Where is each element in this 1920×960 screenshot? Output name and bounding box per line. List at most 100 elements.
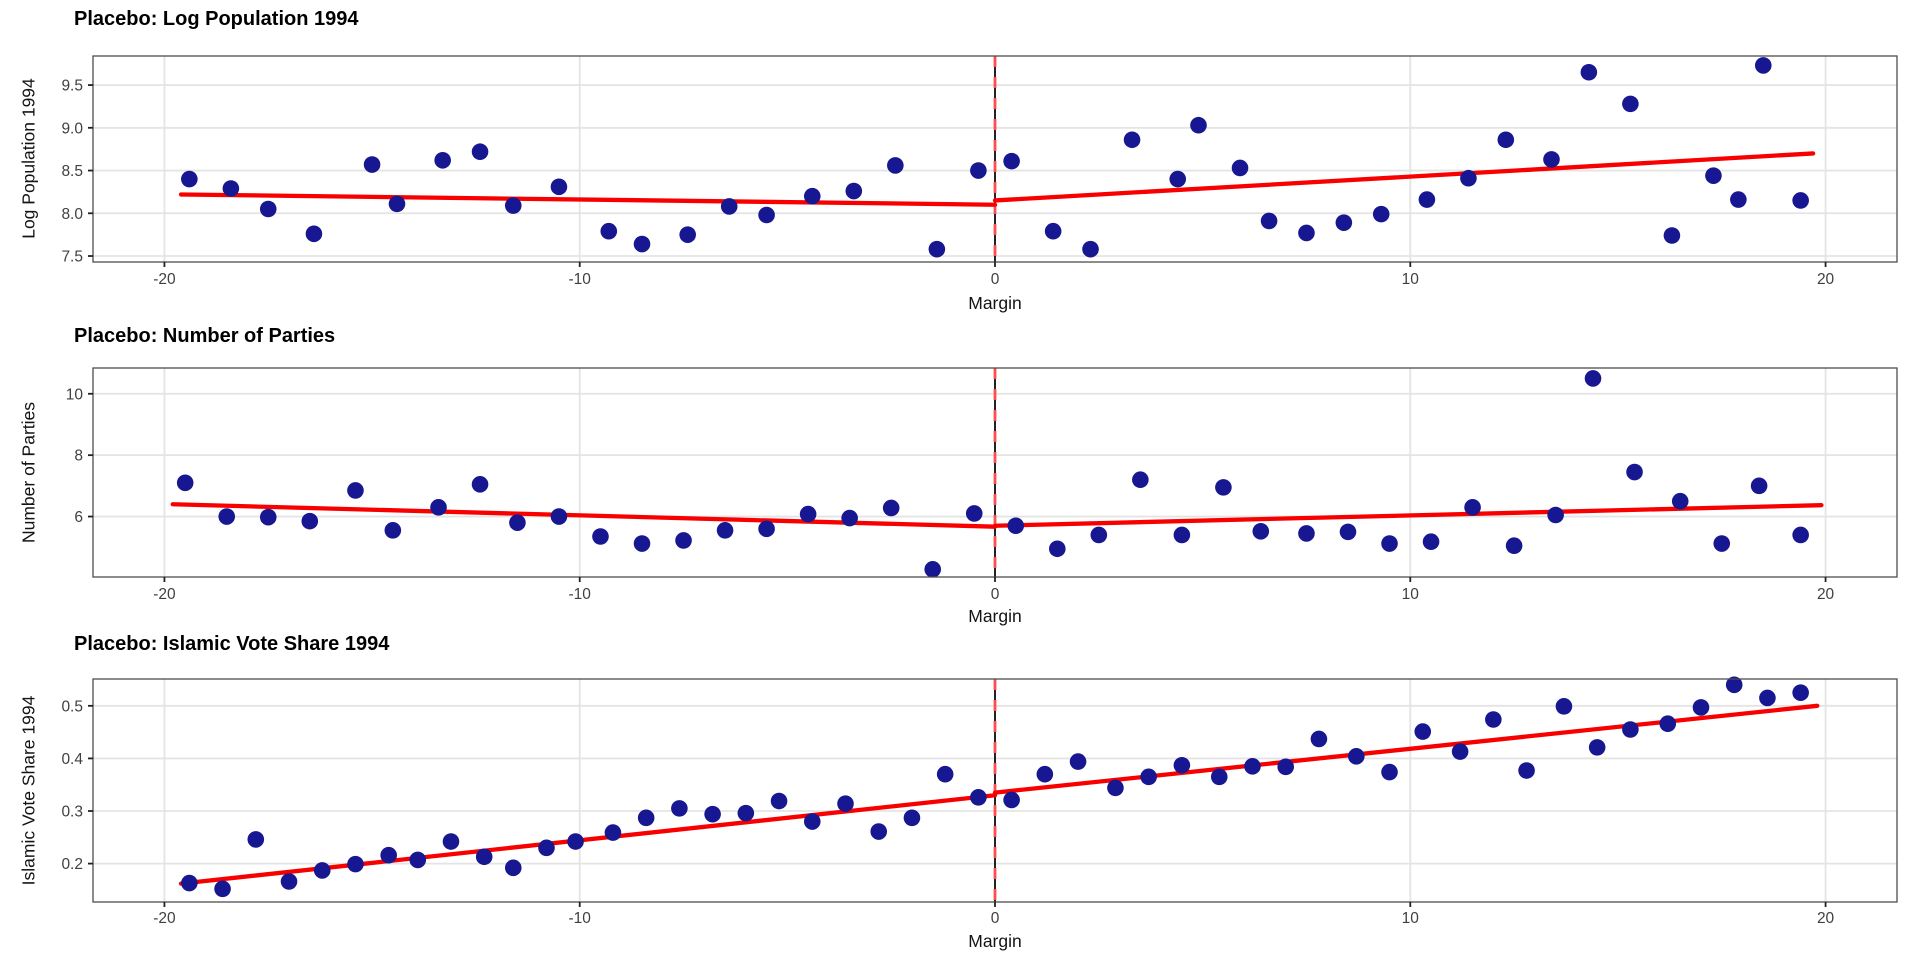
- y-tick-label: 9.0: [61, 120, 83, 137]
- chart-title: Placebo: Islamic Vote Share 1994: [74, 633, 390, 655]
- y-tick-label: 0.3: [61, 804, 83, 821]
- y-axis-label: Islamic Vote Share 1994: [18, 695, 39, 886]
- data-point: [1310, 730, 1328, 748]
- data-point: [313, 862, 331, 879]
- data-point: [1759, 689, 1776, 707]
- y-tick-label: 10: [66, 386, 84, 403]
- data-point: [550, 508, 568, 525]
- data-point: [1730, 191, 1747, 208]
- plot-area: -20 -10 0 10 20 6 8 10: [66, 367, 1898, 603]
- y-tick-label: 6: [74, 509, 83, 526]
- data-point: [1069, 753, 1087, 770]
- data-point: [633, 235, 651, 253]
- scatter-plot-log-population: -20 -10 0 10 20 7.5 8.0 8.5 9.0 9.5: [61, 55, 1898, 288]
- data-point: [442, 833, 460, 850]
- data-point: [1169, 170, 1187, 188]
- data-point: [471, 143, 489, 161]
- data-point: [1190, 116, 1207, 134]
- data-point: [1584, 370, 1602, 387]
- data-point: [1588, 739, 1606, 756]
- data-point: [1298, 525, 1315, 542]
- data-point: [1464, 499, 1481, 516]
- data-point: [1518, 762, 1535, 779]
- data-point: [430, 499, 447, 516]
- data-point: [604, 824, 622, 841]
- data-point: [509, 514, 526, 531]
- data-point: [1750, 477, 1768, 495]
- data-point: [380, 846, 397, 864]
- data-point: [1003, 152, 1020, 170]
- data-point: [1082, 240, 1099, 258]
- x-tick-label: 0: [991, 271, 1000, 288]
- data-point: [592, 528, 609, 545]
- data-point: [903, 809, 921, 827]
- data-point: [928, 240, 946, 258]
- panel-number-of-parties: -20 -10 0 10 20 6 8 10 Placebo: Number of Parti…: [0, 318, 1920, 630]
- plot-area: -20 -10 0 10 20 7.5 8.0 8.5 9.0 9.5: [61, 55, 1898, 288]
- data-point: [305, 225, 323, 243]
- data-point: [633, 535, 651, 552]
- x-tick-label: -10: [569, 271, 592, 288]
- plot-area: -20 -10 0 10 20 0.2 0.3 0.4 0.5: [61, 676, 1898, 927]
- fit-line-right: [992, 151, 1816, 203]
- data-point: [1792, 526, 1809, 544]
- data-point: [1460, 169, 1477, 187]
- fit-line-right: [992, 703, 1820, 795]
- data-point: [1277, 758, 1294, 776]
- data-point: [1090, 526, 1108, 544]
- chart-title: Placebo: Log Population 1994: [74, 8, 359, 30]
- y-tick-label: 0.2: [61, 856, 83, 873]
- x-tick-label: 10: [1402, 910, 1420, 927]
- data-point: [176, 474, 194, 492]
- data-point: [1381, 763, 1398, 781]
- data-point: [1173, 526, 1191, 544]
- x-axis-label: Margin: [968, 606, 1022, 626]
- data-point: [538, 839, 555, 857]
- x-tick-label: 0: [991, 910, 1000, 927]
- data-point: [280, 873, 298, 890]
- data-point: [550, 178, 568, 196]
- y-tick-label: 8.5: [61, 163, 83, 180]
- data-point: [301, 512, 319, 530]
- data-point: [1580, 63, 1598, 81]
- data-point: [1044, 222, 1062, 240]
- data-point: [1547, 506, 1564, 524]
- data-point: [1210, 768, 1228, 786]
- data-point: [1705, 167, 1722, 184]
- data-point: [259, 508, 277, 526]
- data-point: [347, 482, 364, 499]
- data-point: [218, 508, 236, 525]
- data-point: [1036, 765, 1054, 783]
- data-point: [1451, 743, 1469, 760]
- data-point: [887, 157, 904, 174]
- data-point: [1414, 723, 1432, 740]
- y-tick-label: 8.0: [61, 206, 83, 223]
- data-point: [770, 792, 788, 810]
- data-point: [600, 222, 618, 240]
- data-point: [471, 476, 489, 493]
- data-point: [1007, 517, 1025, 535]
- data-point: [637, 809, 655, 827]
- data-point: [1671, 492, 1689, 510]
- data-point: [970, 789, 987, 806]
- x-tick-label: 10: [1402, 586, 1420, 603]
- data-point: [704, 805, 721, 823]
- data-point: [409, 851, 427, 869]
- data-point: [1543, 151, 1560, 168]
- y-axis-label: Log Population 1994: [18, 78, 39, 239]
- data-point: [1298, 224, 1315, 242]
- data-point: [434, 151, 451, 169]
- data-point: [1505, 537, 1523, 554]
- x-tick-label: -10: [569, 910, 592, 927]
- data-point: [671, 800, 688, 817]
- data-point: [1713, 535, 1731, 552]
- fit-line-left: [170, 502, 998, 529]
- data-point: [720, 198, 738, 215]
- data-point: [247, 831, 265, 848]
- fit-line-left: [178, 192, 998, 207]
- x-tick-label: -20: [153, 910, 176, 927]
- data-point: [1663, 227, 1681, 244]
- data-point: [214, 880, 231, 898]
- data-point: [1244, 758, 1261, 775]
- y-tick-label: 7.5: [61, 249, 83, 266]
